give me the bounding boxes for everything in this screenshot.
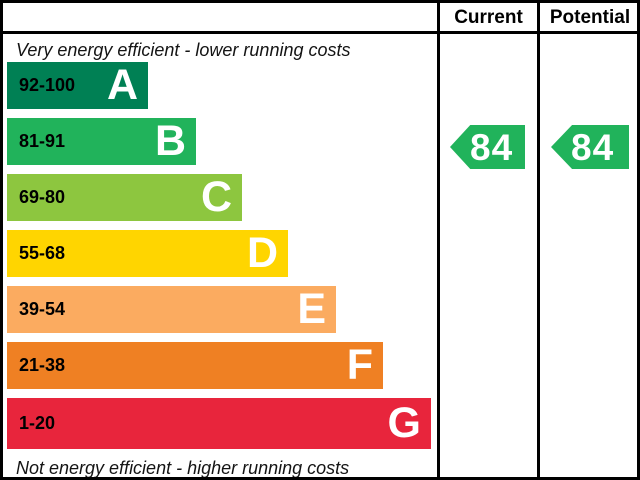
band-b: 81-91 B xyxy=(7,118,196,165)
potential-column-divider xyxy=(537,3,540,477)
current-rating-arrow: 84 xyxy=(450,125,525,169)
band-f-letter: F xyxy=(346,341,373,389)
band-e: 39-54 E xyxy=(7,286,336,333)
current-column-divider xyxy=(437,3,440,477)
top-caption: Very energy efficient - lower running co… xyxy=(16,40,351,60)
band-c-letter: C xyxy=(200,173,232,221)
band-a: 92-100 A xyxy=(7,62,148,109)
band-c-range: 69-80 xyxy=(19,187,66,207)
potential-rating-arrow: 84 xyxy=(551,125,629,169)
band-g: 1-20 G xyxy=(7,398,431,449)
header-underline xyxy=(3,31,637,34)
potential-column-header: Potential xyxy=(549,7,631,28)
band-d-letter: D xyxy=(246,229,278,277)
current-column-header: Current xyxy=(454,7,523,28)
bottom-caption: Not energy efficient - higher running co… xyxy=(16,458,350,478)
band-g-range: 1-20 xyxy=(19,413,56,433)
band-b-letter: B xyxy=(154,117,186,165)
band-b-range: 81-91 xyxy=(19,131,66,151)
band-g-letter: G xyxy=(387,399,421,447)
band-e-letter: E xyxy=(297,285,326,333)
band-a-range: 92-100 xyxy=(19,75,76,95)
band-d-range: 55-68 xyxy=(19,243,66,263)
band-c: 69-80 C xyxy=(7,174,242,221)
potential-rating-value: 84 xyxy=(571,126,615,168)
band-d: 55-68 D xyxy=(7,230,288,277)
band-e-range: 39-54 xyxy=(19,299,66,319)
band-f: 21-38 F xyxy=(7,342,383,389)
band-f-range: 21-38 xyxy=(19,355,66,375)
current-rating-value: 84 xyxy=(470,126,514,168)
band-a-letter: A xyxy=(106,61,138,109)
